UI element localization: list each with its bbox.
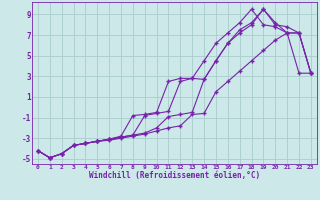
X-axis label: Windchill (Refroidissement éolien,°C): Windchill (Refroidissement éolien,°C) <box>89 171 260 180</box>
